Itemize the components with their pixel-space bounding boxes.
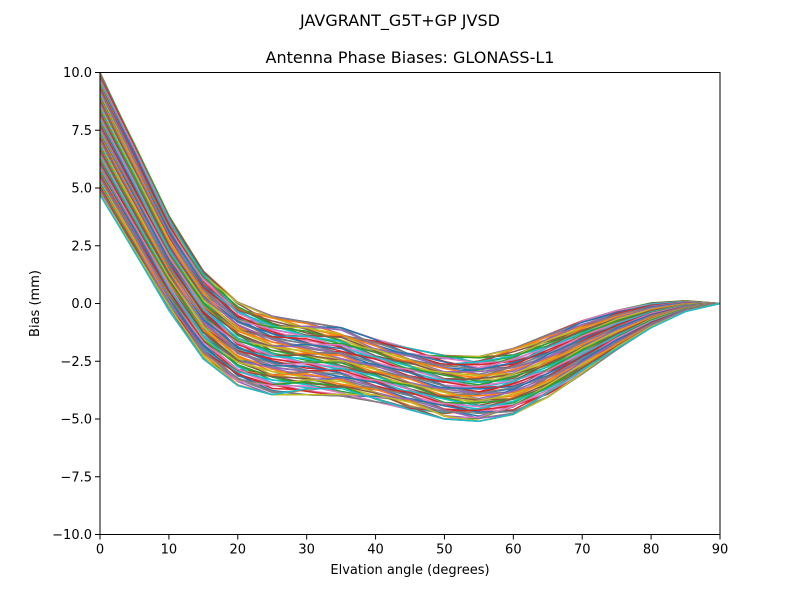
series-line: [99, 179, 721, 420]
x-tick-label: 50: [436, 543, 453, 558]
x-tick-label: 90: [712, 543, 729, 558]
series-line: [99, 116, 721, 388]
y-tick-label: 5.0: [71, 182, 92, 197]
y-axis-ticks: 10.0 7.5 5.0 2.5 0.0 −2.5 −5.0 −7.5 −10.0: [52, 66, 100, 543]
series-line: [99, 171, 721, 417]
y-tick-label: −5.0: [60, 413, 92, 428]
series-lines: [99, 72, 721, 423]
x-tick-label: 30: [298, 543, 315, 558]
y-tick-label: 0.0: [71, 297, 92, 312]
series-line: [99, 120, 721, 389]
x-tick-label: 40: [367, 543, 384, 558]
x-axis-ticks: 0 10 20 30 40 50 60 70 80 90: [96, 534, 729, 558]
x-tick-label: 0: [96, 543, 104, 558]
series-line: [99, 192, 721, 415]
x-tick-label: 80: [643, 543, 660, 558]
y-tick-label: −7.5: [60, 470, 92, 485]
y-tick-label: 2.5: [71, 239, 92, 254]
y-axis-label: Bias (mm): [28, 270, 43, 337]
y-tick-label: 10.0: [63, 66, 92, 81]
series-line: [99, 133, 721, 395]
series-line: [99, 125, 721, 393]
x-tick-label: 20: [230, 543, 247, 558]
x-tick-label: 10: [161, 543, 178, 558]
x-tick-label: 70: [574, 543, 591, 558]
series-line: [99, 193, 721, 423]
series-line: [99, 194, 721, 423]
y-tick-label: 7.5: [71, 124, 92, 139]
x-axis-label: Elvation angle (degrees): [330, 563, 489, 578]
y-tick-label: −10.0: [52, 528, 92, 543]
chart-title: Antenna Phase Biases: GLONASS-L1: [266, 48, 555, 67]
chart-suptitle: JAVGRANT_G5T+GP JVSD: [299, 11, 500, 31]
x-tick-label: 60: [505, 543, 522, 558]
series-line: [99, 184, 721, 423]
y-tick-label: −2.5: [60, 355, 92, 370]
